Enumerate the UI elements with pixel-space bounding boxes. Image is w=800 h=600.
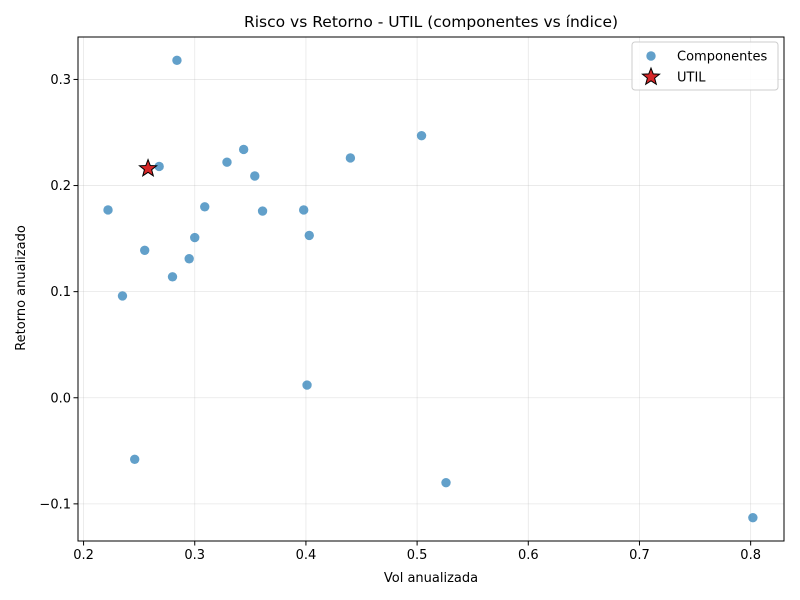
legend: Componentes UTIL (631, 41, 779, 91)
data-point-componentes (257, 206, 268, 216)
chart-title: Risco vs Retorno - UTIL (componentes vs … (244, 13, 618, 31)
data-point-componentes (238, 144, 249, 155)
x-tick-label: 0.8 (740, 548, 761, 563)
data-point-componentes (345, 153, 356, 163)
data-point-componentes (298, 205, 309, 215)
y-tick-label: 0.1 (50, 285, 71, 300)
grid-lines (78, 37, 784, 541)
y-tick-label: 0.3 (50, 73, 71, 88)
y-axis-label: Retorno anualizado (14, 225, 29, 351)
data-point-componentes (416, 130, 427, 141)
x-tick-label: 0.7 (629, 548, 650, 563)
data-point-componentes (103, 205, 113, 215)
data-point-componentes (222, 157, 232, 167)
data-point-componentes (184, 254, 194, 264)
data-point-componentes (167, 272, 178, 282)
plot-area-frame (77, 36, 785, 542)
data-point-componentes (117, 291, 128, 301)
data-point-componentes (130, 454, 140, 464)
y-tick-label: −0.1 (39, 497, 71, 512)
data-points (103, 55, 758, 523)
data-point-componentes (154, 161, 164, 172)
data-point-componentes (304, 230, 314, 241)
data-point-componentes (748, 512, 758, 523)
legend-box (631, 41, 779, 91)
data-point-componentes (200, 202, 210, 212)
legend-marker-componentes (646, 51, 656, 61)
data-point-componentes (140, 245, 150, 255)
x-axis-ticks: 0.2 0.3 0.4 0.5 0.6 0.7 0.8 (73, 541, 761, 563)
data-point-componentes (441, 477, 451, 488)
x-tick-label: 0.3 (184, 548, 205, 563)
y-axis-ticks: −0.1 0.0 0.1 0.2 0.3 (39, 73, 78, 512)
x-tick-label: 0.2 (73, 548, 94, 563)
x-tick-label: 0.4 (296, 548, 317, 563)
data-point-componentes (250, 171, 260, 181)
x-tick-label: 0.6 (518, 548, 539, 563)
x-axis-label: Vol anualizada (384, 571, 478, 586)
y-tick-label: 0.0 (50, 391, 71, 406)
data-point-componentes (190, 232, 200, 243)
legend-marker-util (641, 66, 661, 86)
legend-label-componentes: Componentes (677, 50, 767, 65)
y-tick-label: 0.2 (50, 179, 71, 194)
data-point-util (138, 158, 158, 177)
data-point-componentes (302, 380, 312, 390)
data-point-componentes (172, 55, 182, 66)
legend-label-util: UTIL (677, 71, 706, 86)
x-tick-label: 0.5 (407, 548, 428, 563)
